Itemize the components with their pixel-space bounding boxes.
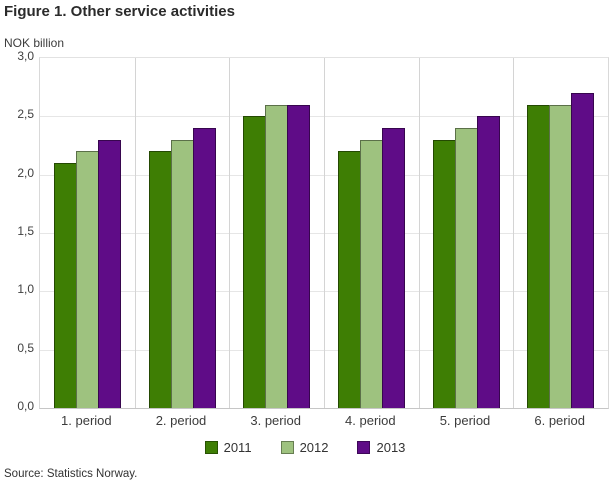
legend-item-2011: 2011 [204, 440, 252, 455]
source-note: Source: Statistics Norway. [4, 468, 138, 480]
bar-2011-4-period [338, 151, 361, 408]
x-tick-label-6-period: 6. period [534, 413, 585, 428]
y-axis-unit-label: NOK billion [4, 36, 65, 50]
y-tick-label-2-5: 2,5 [17, 107, 34, 122]
y-tick-label-3-0: 3,0 [17, 49, 34, 63]
bar-2012-1-period [76, 151, 99, 408]
legend-item-2012: 2012 [280, 440, 329, 455]
legend-item-2013: 2013 [357, 440, 405, 455]
legend-label-2013: 2013 [376, 440, 406, 455]
bar-2012-6-period [549, 105, 572, 408]
bar-2013-1-period [98, 140, 121, 408]
x-tick-label-3-period: 3. period [250, 413, 301, 428]
y-tick-label-0-0: 0,0 [17, 399, 34, 413]
bar-2011-2-period [149, 151, 172, 408]
bar-2013-5-period [477, 116, 500, 408]
x-tick-label-2-period: 2. period [155, 413, 207, 428]
plot-area [39, 57, 609, 409]
category-separator [324, 58, 325, 408]
bar-2013-2-period [193, 128, 216, 408]
category-separator [229, 58, 230, 408]
legend-label-2011: 2011 [223, 440, 252, 455]
bar-2011-3-period [243, 116, 266, 408]
bar-2011-5-period [433, 140, 456, 408]
y-tick-label-0-5: 0,5 [17, 340, 34, 355]
bar-2013-3-period [287, 105, 310, 408]
bar-2012-4-period [360, 140, 383, 408]
x-tick-label-1-period: 1. period [61, 413, 112, 428]
category-separator [419, 58, 420, 408]
legend-label-2012: 2012 [299, 440, 329, 455]
bar-2011-6-period [527, 105, 550, 408]
x-tick-label-4-period: 4. period [345, 413, 396, 428]
bar-2012-5-period [455, 128, 478, 408]
category-separator [135, 58, 136, 408]
category-separator [513, 58, 514, 408]
legend-swatch-2011 [204, 441, 218, 454]
bar-2011-1-period [54, 163, 77, 408]
figure-title: Figure 1. Other service activities [4, 3, 235, 20]
legend: 2011 2012 2013 [0, 440, 610, 455]
bar-2013-4-period [382, 128, 405, 408]
y-tick-label-2-0: 2,0 [17, 165, 34, 180]
bar-2012-2-period [171, 140, 194, 408]
legend-swatch-2012 [280, 441, 294, 454]
bar-2013-6-period [571, 93, 594, 408]
bar-2012-3-period [265, 105, 288, 408]
legend-swatch-2013 [357, 441, 371, 454]
y-tick-label-1-5: 1,5 [17, 224, 34, 238]
y-tick-label-1-0: 1,0 [17, 282, 34, 297]
x-tick-label-5-period: 5. period [439, 413, 491, 428]
